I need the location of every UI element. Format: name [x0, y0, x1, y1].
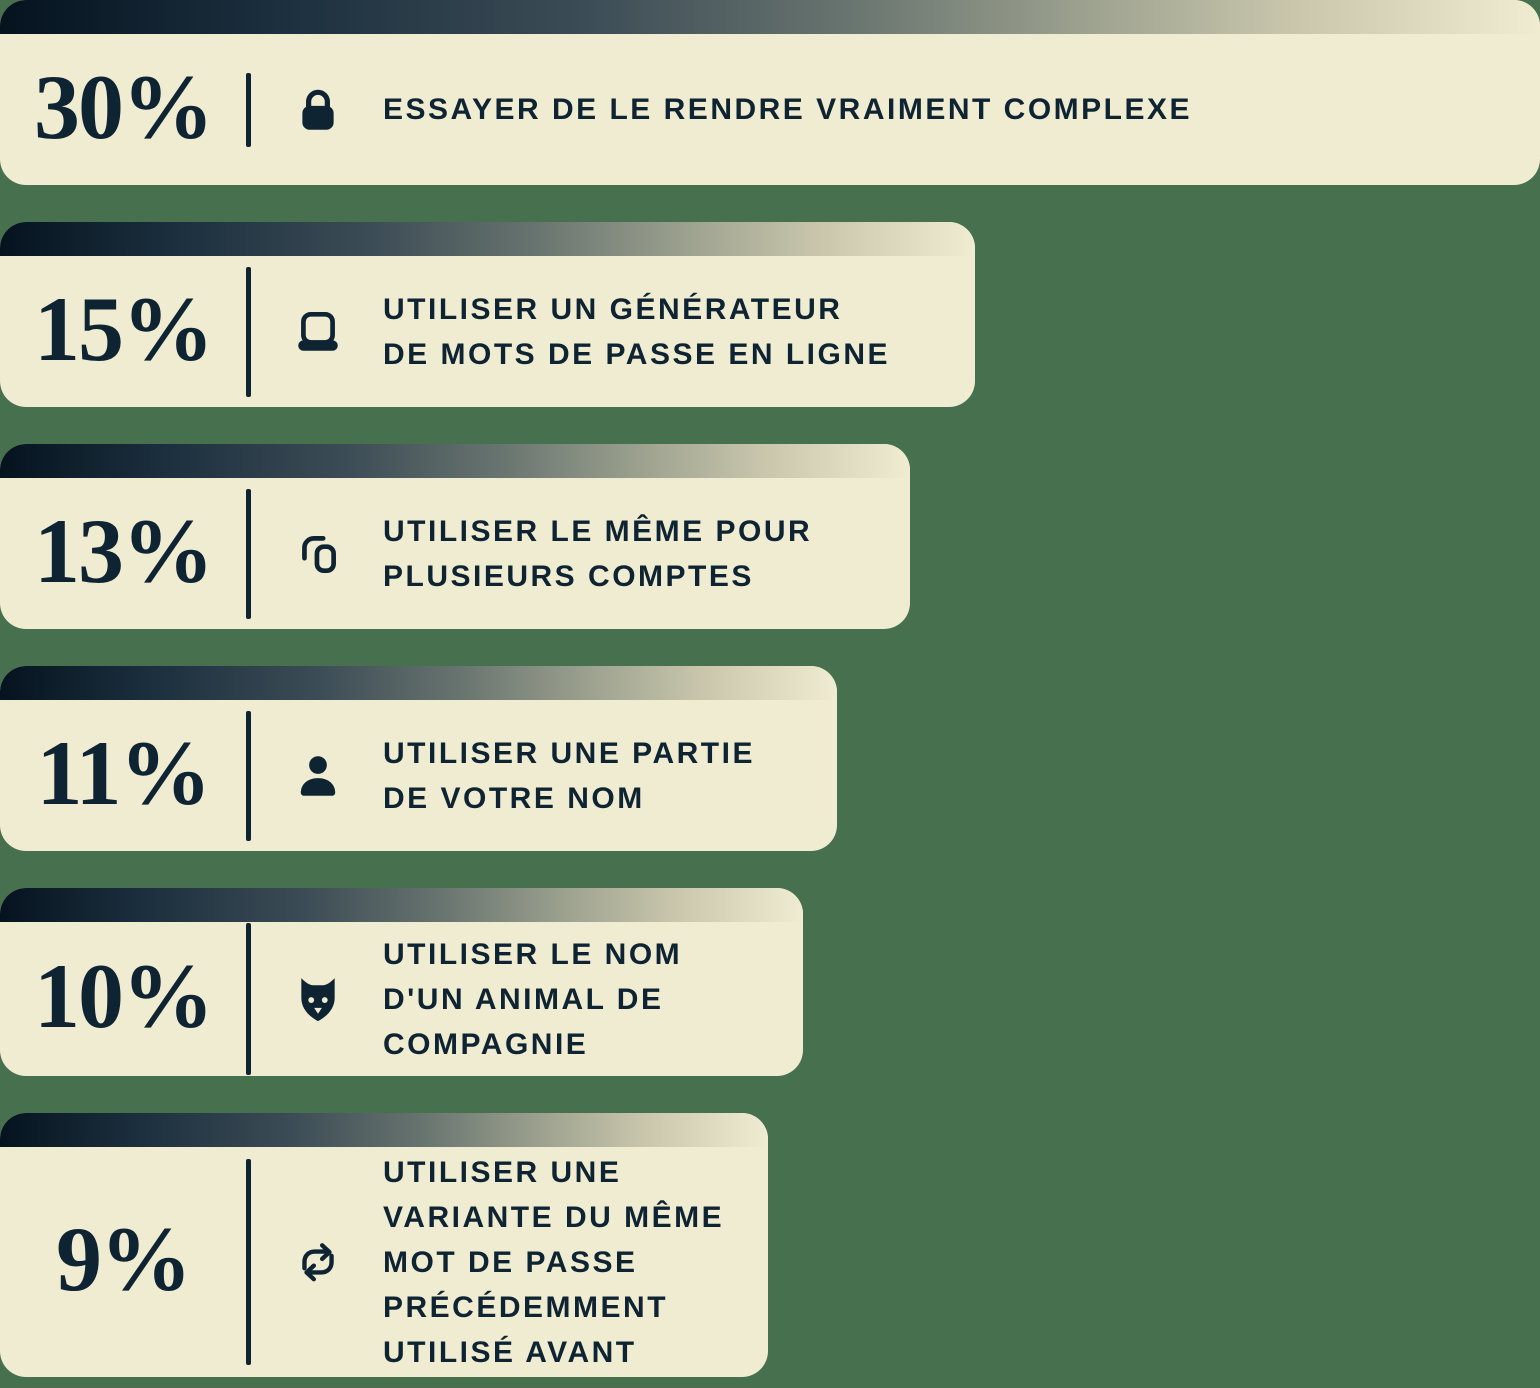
card-body: 10% UTILISER LE NOM D'UN ANIMAL DE COMPA…	[0, 922, 803, 1076]
laptop-icon	[293, 307, 343, 357]
divider	[246, 710, 251, 841]
card-body: 15% UTILISER UN GÉNÉRATEUR DE MOTS DE PA…	[0, 256, 975, 407]
stat-card: 9% UTILISER UNE VARIANTE DU MÊME MOT DE …	[0, 1113, 768, 1377]
bar-gradient	[0, 222, 975, 256]
card-body: 30% ESSAYER DE LE RENDRE VRAIMENT COMPLE…	[0, 34, 1540, 185]
repeat-icon	[293, 1237, 343, 1287]
bar-gradient	[0, 444, 910, 478]
category-label: UTILISER UNE PARTIE DE VOTRE NOM	[383, 736, 755, 815]
bar-gradient	[0, 0, 1540, 34]
category-label: ESSAYER DE LE RENDRE VRAIMENT COMPLEXE	[383, 93, 1193, 126]
card-body: 13% UTILISER LE MÊME POUR PLUSIEURS COMP…	[0, 478, 910, 629]
stat-card: 13% UTILISER LE MÊME POUR PLUSIEURS COMP…	[0, 444, 910, 629]
divider	[246, 923, 251, 1075]
bar-gradient	[0, 666, 837, 700]
stat-card: 10% UTILISER LE NOM D'UN ANIMAL DE COMPA…	[0, 888, 803, 1076]
divider	[246, 488, 251, 619]
divider	[246, 1159, 251, 1365]
icon-glyph	[293, 85, 343, 135]
category-label: UTILISER LE NOM D'UN ANIMAL DE COMPAGNIE	[383, 937, 683, 1061]
stat-card: 11% UTILISER UNE PARTIE DE VOTRE NOM	[0, 666, 837, 851]
card-body: 11% UTILISER UNE PARTIE DE VOTRE NOM	[0, 700, 837, 851]
icon-glyph	[293, 1237, 343, 1287]
divider	[246, 266, 251, 397]
icon-glyph	[293, 307, 343, 357]
card-body: 9% UTILISER UNE VARIANTE DU MÊME MOT DE …	[0, 1147, 768, 1377]
stat-card: 30% ESSAYER DE LE RENDRE VRAIMENT COMPLE…	[0, 0, 1540, 185]
percent-value: 13%	[34, 499, 214, 602]
icon-glyph	[293, 751, 343, 801]
bar-gradient	[0, 1113, 768, 1147]
bar-gradient	[0, 888, 803, 922]
percent-value: 11%	[36, 721, 212, 824]
stat-card: 15% UTILISER UN GÉNÉRATEUR DE MOTS DE PA…	[0, 222, 975, 407]
percent-value: 30%	[34, 55, 214, 158]
divider	[246, 72, 251, 147]
category-label: UTILISER UNE VARIANTE DU MÊME MOT DE PAS…	[383, 1155, 725, 1369]
cat-icon	[293, 974, 343, 1024]
percent-value: 9%	[56, 1208, 192, 1310]
percent-value: 10%	[34, 945, 214, 1047]
percent-value: 15%	[34, 277, 214, 380]
icon-glyph	[293, 529, 343, 579]
category-label: UTILISER LE MÊME POUR PLUSIEURS COMPTES	[383, 514, 813, 593]
copy-icon	[293, 529, 343, 579]
person-icon	[293, 751, 343, 801]
icon-glyph	[293, 974, 343, 1024]
category-label: UTILISER UN GÉNÉRATEUR DE MOTS DE PASSE …	[383, 292, 891, 371]
lock-icon	[293, 85, 343, 135]
